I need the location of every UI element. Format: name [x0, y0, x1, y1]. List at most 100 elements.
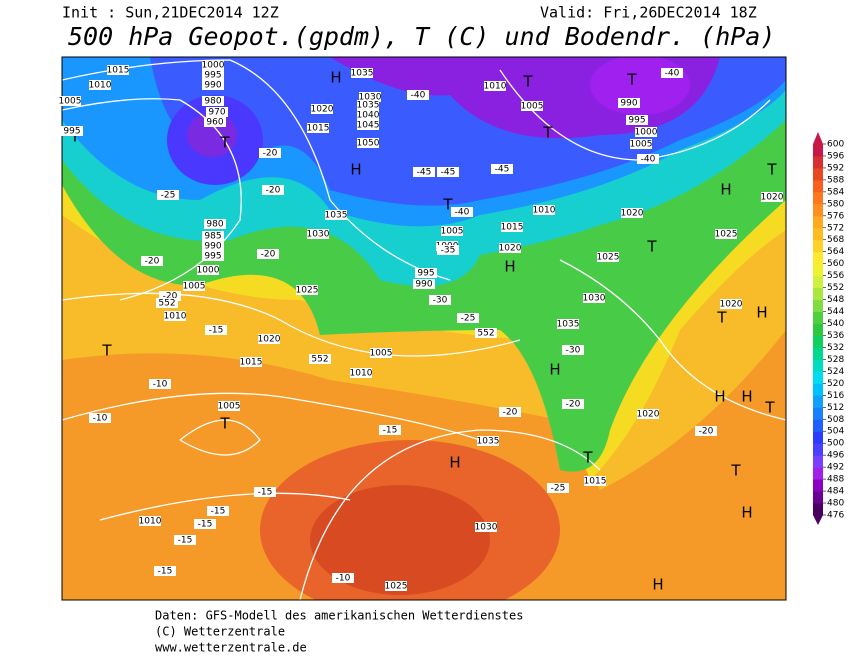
contour-label: 1035: [557, 320, 580, 330]
label-backdrop: [89, 80, 111, 90]
contour-label: 1010: [350, 369, 373, 379]
label-backdrop: [156, 298, 178, 308]
label-backdrop: [499, 407, 521, 417]
colorbar-segment: [813, 311, 823, 325]
label-backdrop: [197, 265, 219, 275]
label-backdrop: [533, 205, 555, 215]
label-backdrop: [413, 167, 435, 177]
label-backdrop: [370, 348, 392, 358]
contour-label: 1015: [107, 66, 130, 76]
label-backdrop: [259, 148, 281, 158]
label-backdrop: [475, 522, 497, 532]
label-backdrop: [351, 68, 373, 78]
contour-label: 1000: [197, 266, 220, 276]
label-backdrop: [637, 409, 659, 419]
label-backdrop: [296, 285, 318, 295]
pressure-center: T: [764, 399, 775, 417]
colorbar-segment: [813, 275, 823, 289]
footer-source: Daten: GFS-Modell des amerikanischen Wet…: [155, 609, 523, 623]
label-backdrop: [385, 581, 407, 591]
colorbar-segment: [813, 144, 823, 157]
colorbar-label: 548: [827, 295, 844, 305]
contour-label: -45: [417, 168, 432, 178]
contour-label: 1020: [311, 105, 334, 115]
label-backdrop: [715, 229, 737, 239]
label-backdrop: [437, 245, 459, 255]
contour-label: -40: [665, 69, 680, 79]
contour-label: -15: [178, 536, 193, 546]
contour-label: 1005: [183, 282, 206, 292]
contour-label: 1030: [475, 523, 498, 533]
contour-label: 990: [204, 242, 221, 252]
colorbar-label: 600: [827, 140, 844, 150]
pressure-center: H: [549, 361, 560, 379]
colorbar-label: 484: [827, 487, 844, 497]
label-backdrop: [149, 379, 171, 389]
colorbar-segment: [813, 371, 823, 384]
label-backdrop: [157, 190, 179, 200]
valid-time: Valid: Fri,26DEC2014 18Z: [540, 4, 757, 22]
contour-label: -20: [503, 408, 518, 418]
colorbar-segment: [813, 407, 823, 420]
map-field: [62, 57, 786, 600]
colorbar-label: 564: [827, 247, 844, 257]
colorbar-label: 496: [827, 451, 844, 461]
contour-label: 1035: [477, 437, 500, 447]
colorbar-label: 520: [827, 379, 844, 389]
pressure-center: T: [522, 73, 533, 91]
contour-label: 1005: [59, 97, 82, 107]
pressure-center: H: [714, 388, 725, 406]
contour-label: 1015: [307, 124, 330, 134]
pressure-center: T: [716, 309, 727, 327]
label-backdrop: [484, 81, 506, 91]
label-backdrop: [207, 506, 229, 516]
colorbar-segment: [813, 347, 823, 360]
contour-label: -15: [158, 567, 173, 577]
label-backdrop: [475, 328, 497, 338]
label-backdrop: [635, 127, 657, 137]
label-backdrop: [621, 208, 643, 218]
contour-label: 1050: [357, 139, 380, 149]
colorbar-label: 584: [827, 187, 844, 197]
label-backdrop: [720, 299, 742, 309]
contour-label: 1025: [296, 286, 319, 296]
colorbar-label: 588: [827, 175, 844, 185]
contour-label: -40: [455, 208, 470, 218]
label-backdrop: [379, 425, 401, 435]
colorbar-segment: [813, 467, 823, 480]
contour-label: 552: [477, 329, 494, 339]
pressure-center: H: [720, 181, 731, 199]
pressure-center: T: [219, 415, 230, 433]
label-backdrop: [332, 573, 354, 583]
colorbar-label: 504: [827, 427, 844, 437]
label-backdrop: [205, 325, 227, 335]
label-backdrop: [491, 164, 513, 174]
contour-label: 1040: [357, 111, 380, 121]
contour-label: 1030: [307, 230, 330, 240]
pressure-center: T: [626, 71, 637, 89]
label-backdrop: [501, 222, 523, 232]
contour-label: 995: [204, 71, 221, 81]
contour-label: 1015: [584, 477, 607, 487]
contour-label: 990: [620, 99, 637, 109]
label-backdrop: [202, 70, 224, 80]
label-backdrop: [202, 60, 224, 70]
label-backdrop: [164, 311, 186, 321]
contour-label: 1005: [441, 227, 464, 237]
contour-label: 990: [204, 81, 221, 91]
label-backdrop: [562, 399, 584, 409]
contour-label: -30: [433, 296, 448, 306]
label-backdrop: [761, 192, 783, 202]
label-backdrop: [258, 334, 280, 344]
label-backdrop: [262, 185, 284, 195]
contour-label: 1025: [715, 230, 738, 240]
label-backdrop: [218, 401, 240, 411]
pressure-center: T: [766, 161, 777, 179]
colorbar-label: 580: [827, 199, 844, 209]
label-backdrop: [661, 68, 683, 78]
contour-label: 1035: [351, 69, 374, 79]
contour-label: 1005: [630, 140, 653, 150]
init-time: Init : Sun,21DEC2014 12Z: [62, 4, 279, 22]
colorbar-label: 572: [827, 223, 844, 233]
